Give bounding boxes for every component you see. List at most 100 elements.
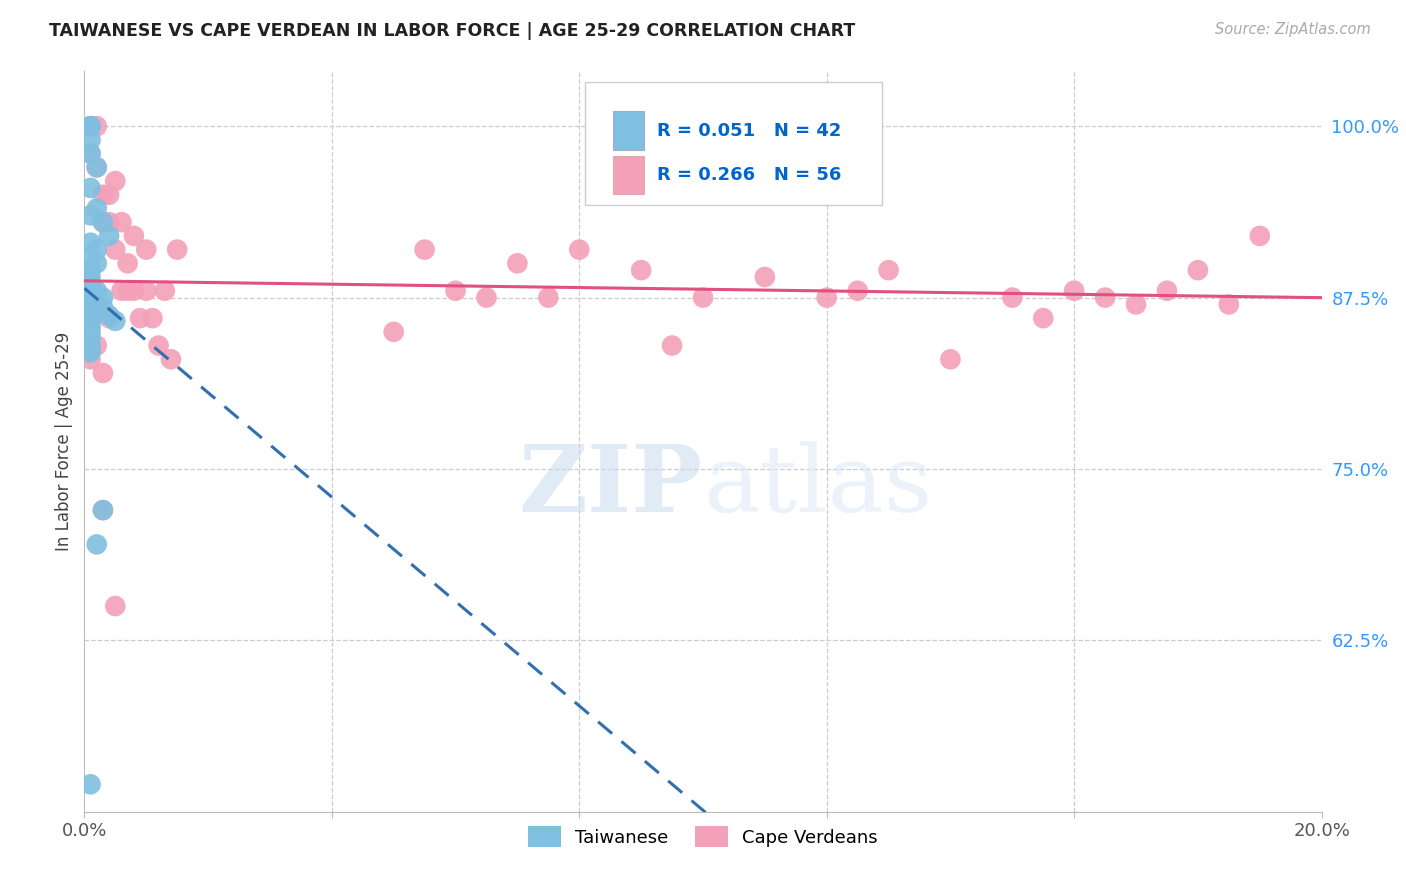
- Point: [91, 291, 114, 305]
- Point: [79, 291, 101, 305]
- Text: R = 0.051   N = 42: R = 0.051 N = 42: [657, 121, 842, 139]
- Point: [79, 297, 101, 311]
- Point: [98, 187, 121, 202]
- Point: [506, 256, 529, 270]
- Point: [91, 366, 114, 380]
- Point: [86, 537, 108, 551]
- Point: [79, 235, 101, 250]
- Point: [79, 300, 101, 314]
- Point: [86, 243, 108, 257]
- Point: [91, 503, 114, 517]
- Point: [98, 215, 121, 229]
- Point: [382, 325, 405, 339]
- Point: [104, 314, 127, 328]
- Point: [135, 284, 157, 298]
- Point: [1001, 291, 1024, 305]
- Y-axis label: In Labor Force | Age 25-29: In Labor Force | Age 25-29: [55, 332, 73, 551]
- Point: [79, 146, 101, 161]
- Point: [122, 228, 145, 243]
- Point: [122, 284, 145, 298]
- Point: [79, 263, 101, 277]
- Point: [754, 270, 776, 285]
- Legend: Taiwanese, Cape Verdeans: Taiwanese, Cape Verdeans: [520, 819, 886, 855]
- Point: [86, 256, 108, 270]
- Point: [79, 322, 101, 336]
- Point: [104, 174, 127, 188]
- Point: [104, 243, 127, 257]
- Point: [79, 311, 101, 326]
- Point: [86, 338, 108, 352]
- Point: [79, 309, 101, 323]
- Point: [79, 311, 101, 326]
- Point: [79, 338, 101, 352]
- Point: [444, 284, 467, 298]
- Point: [79, 332, 101, 346]
- Point: [104, 599, 127, 613]
- Point: [939, 352, 962, 367]
- Text: ZIP: ZIP: [519, 441, 703, 531]
- Point: [79, 277, 101, 291]
- Point: [86, 284, 108, 298]
- Point: [1094, 291, 1116, 305]
- FancyBboxPatch shape: [613, 112, 644, 150]
- Point: [568, 243, 591, 257]
- Point: [79, 119, 101, 133]
- Point: [166, 243, 188, 257]
- Point: [79, 133, 101, 147]
- Point: [79, 270, 101, 285]
- Point: [1218, 297, 1240, 311]
- Point: [79, 304, 101, 318]
- Point: [1032, 311, 1054, 326]
- Point: [815, 291, 838, 305]
- Point: [91, 300, 114, 314]
- Point: [79, 146, 101, 161]
- Point: [630, 263, 652, 277]
- Point: [692, 291, 714, 305]
- Point: [160, 352, 183, 367]
- Text: Source: ZipAtlas.com: Source: ZipAtlas.com: [1215, 22, 1371, 37]
- Point: [98, 309, 121, 323]
- Point: [98, 228, 121, 243]
- Point: [1125, 297, 1147, 311]
- Point: [661, 338, 683, 352]
- FancyBboxPatch shape: [585, 82, 883, 204]
- Point: [79, 345, 101, 359]
- Text: atlas: atlas: [703, 441, 932, 531]
- Point: [86, 297, 108, 311]
- Point: [1187, 263, 1209, 277]
- Point: [79, 181, 101, 195]
- Point: [117, 256, 139, 270]
- Point: [148, 338, 170, 352]
- Point: [117, 284, 139, 298]
- Point: [79, 327, 101, 342]
- Point: [79, 314, 101, 328]
- Text: TAIWANESE VS CAPE VERDEAN IN LABOR FORCE | AGE 25-29 CORRELATION CHART: TAIWANESE VS CAPE VERDEAN IN LABOR FORCE…: [49, 22, 855, 40]
- Point: [86, 161, 108, 175]
- FancyBboxPatch shape: [613, 156, 644, 194]
- Point: [1063, 284, 1085, 298]
- Point: [79, 314, 101, 328]
- Point: [79, 279, 101, 293]
- Point: [79, 352, 101, 367]
- Text: R = 0.266   N = 56: R = 0.266 N = 56: [657, 166, 842, 184]
- Point: [79, 318, 101, 332]
- Point: [475, 291, 498, 305]
- Point: [79, 119, 101, 133]
- Point: [79, 291, 101, 305]
- Point: [1156, 284, 1178, 298]
- Point: [79, 119, 101, 133]
- Point: [91, 503, 114, 517]
- Point: [846, 284, 869, 298]
- Point: [91, 215, 114, 229]
- Point: [86, 202, 108, 216]
- Point: [91, 215, 114, 229]
- Point: [86, 161, 108, 175]
- Point: [79, 208, 101, 222]
- Point: [141, 311, 163, 326]
- Point: [135, 243, 157, 257]
- Point: [537, 291, 560, 305]
- Point: [79, 777, 101, 791]
- Point: [98, 311, 121, 326]
- Point: [110, 284, 132, 298]
- Point: [877, 263, 900, 277]
